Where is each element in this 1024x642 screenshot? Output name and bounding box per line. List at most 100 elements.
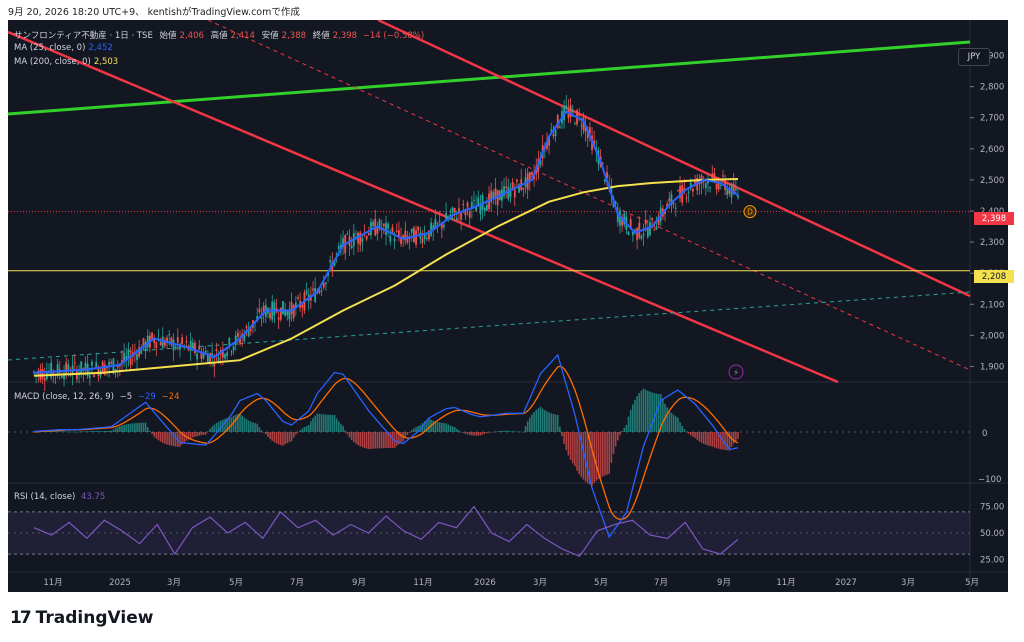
- tradingview-logo[interactable]: 17 TradingView: [10, 608, 153, 628]
- macd-histogram-bar: [524, 426, 527, 432]
- candle-body: [668, 198, 671, 202]
- macd-histogram-bar: [157, 432, 160, 441]
- macd-v3: −24: [161, 392, 180, 402]
- macd-histogram-bar: [110, 430, 113, 432]
- candle-body: [247, 330, 250, 337]
- candle-body: [161, 336, 164, 348]
- macd-histogram-bar: [288, 432, 291, 443]
- macd-histogram-bar: [192, 432, 194, 438]
- hline-price-label: 2,208: [974, 270, 1014, 283]
- candle-body: [342, 238, 344, 248]
- macd-histogram-bar: [689, 432, 692, 436]
- macd-histogram-bar: [434, 421, 437, 432]
- macd-histogram-bar: [561, 432, 563, 437]
- candle-body: [445, 212, 447, 221]
- macd-histogram-bar: [591, 432, 593, 486]
- macd-histogram-bar: [65, 431, 67, 433]
- candle-body: [288, 309, 291, 320]
- candle-body: [423, 232, 426, 239]
- candle-body: [428, 230, 430, 240]
- macd-histogram-bar: [520, 431, 523, 433]
- macd-histogram-bar: [468, 432, 471, 435]
- macd-histogram-bar: [310, 421, 312, 432]
- candle-body: [642, 233, 645, 236]
- macd-histogram-bar: [702, 432, 705, 444]
- candle-body: [189, 340, 192, 351]
- macd-histogram-bar: [370, 432, 372, 449]
- macd-histogram-bar: [189, 432, 192, 439]
- candle-body: [460, 213, 463, 220]
- macd-histogram-bar: [140, 422, 143, 432]
- candle-body: [436, 222, 439, 224]
- macd-histogram-bar: [112, 429, 115, 432]
- candle-body: [88, 375, 91, 378]
- macd-histogram-bar: [121, 425, 123, 432]
- y-tick-label: 2,700: [980, 114, 1004, 124]
- chart-frame[interactable]: 2,9002,8002,7002,6002,5002,4002,3002,200…: [8, 20, 1014, 592]
- macd-histogram-bar: [423, 421, 426, 432]
- candle-body: [372, 221, 375, 226]
- candle-body: [292, 305, 295, 318]
- candle-body: [477, 197, 480, 207]
- y-tick-label: 2,000: [980, 331, 1004, 341]
- macd-histogram-bar: [632, 404, 634, 432]
- candle-body: [204, 351, 207, 353]
- macd-histogram-bar: [337, 421, 340, 432]
- candle-body: [365, 236, 368, 240]
- candle-body: [262, 305, 265, 315]
- macd-histogram-bar: [490, 432, 492, 433]
- macd-histogram-bar: [198, 432, 201, 436]
- y-tick-label: 2,800: [980, 83, 1004, 93]
- macd-histogram-bar: [52, 431, 55, 432]
- candle-body: [127, 349, 130, 358]
- macd-histogram-bar: [696, 432, 699, 440]
- candle-body: [638, 222, 641, 238]
- macd-histogram-bar: [108, 430, 110, 432]
- candle-body: [715, 183, 718, 190]
- macd-histogram-bar: [166, 432, 168, 445]
- candle-body: [449, 214, 452, 218]
- macd-histogram-bar: [93, 431, 95, 432]
- candle-body: [361, 238, 364, 242]
- macd-histogram-bar: [408, 432, 411, 433]
- macd-histogram-bar: [513, 431, 516, 432]
- macd-histogram-bar: [511, 431, 514, 432]
- macd-histogram-bar: [458, 430, 460, 432]
- macd-histogram-bar: [649, 391, 651, 432]
- candle-body: [614, 201, 617, 204]
- macd-histogram-bar: [481, 432, 484, 435]
- candle-body: [634, 229, 636, 231]
- macd-histogram-bar: [144, 422, 147, 432]
- macd-tick-label: 0: [982, 429, 987, 439]
- macd-histogram-bar: [333, 414, 336, 432]
- candle-body: [582, 117, 585, 131]
- macd-histogram-bar: [252, 422, 254, 432]
- rsi-tick-label: 50.00: [980, 529, 1004, 539]
- macd-histogram-bar: [627, 416, 630, 432]
- macd-histogram-bar: [539, 406, 542, 432]
- macd-histogram-bar: [546, 411, 548, 432]
- macd-histogram-bar: [355, 432, 357, 444]
- currency-button[interactable]: JPY: [958, 48, 990, 66]
- chart-canvas[interactable]: 2,9002,8002,7002,6002,5002,4002,3002,200…: [8, 20, 1008, 592]
- macd-histogram-bar: [606, 432, 608, 475]
- macd-histogram-bar: [720, 432, 722, 450]
- macd-histogram-bar: [237, 413, 239, 432]
- macd-histogram-bar: [282, 432, 284, 446]
- macd-histogram-bar: [213, 424, 216, 432]
- macd-histogram-bar: [651, 392, 653, 432]
- macd-histogram-bar: [432, 420, 435, 432]
- macd-histogram-bar: [153, 432, 155, 437]
- candle-body: [479, 203, 482, 215]
- macd-histogram-bar: [307, 425, 310, 432]
- macd-histogram-bar: [241, 415, 243, 432]
- candle-body: [492, 192, 495, 198]
- macd-histogram-bar: [640, 390, 643, 432]
- candle-body: [176, 337, 179, 343]
- candle-body: [601, 162, 604, 164]
- macd-histogram-bar: [672, 414, 675, 432]
- candle-body: [153, 338, 156, 344]
- dividend-badge-label: D: [747, 208, 753, 217]
- candle-body: [655, 226, 658, 230]
- macd-histogram-bar: [262, 432, 265, 433]
